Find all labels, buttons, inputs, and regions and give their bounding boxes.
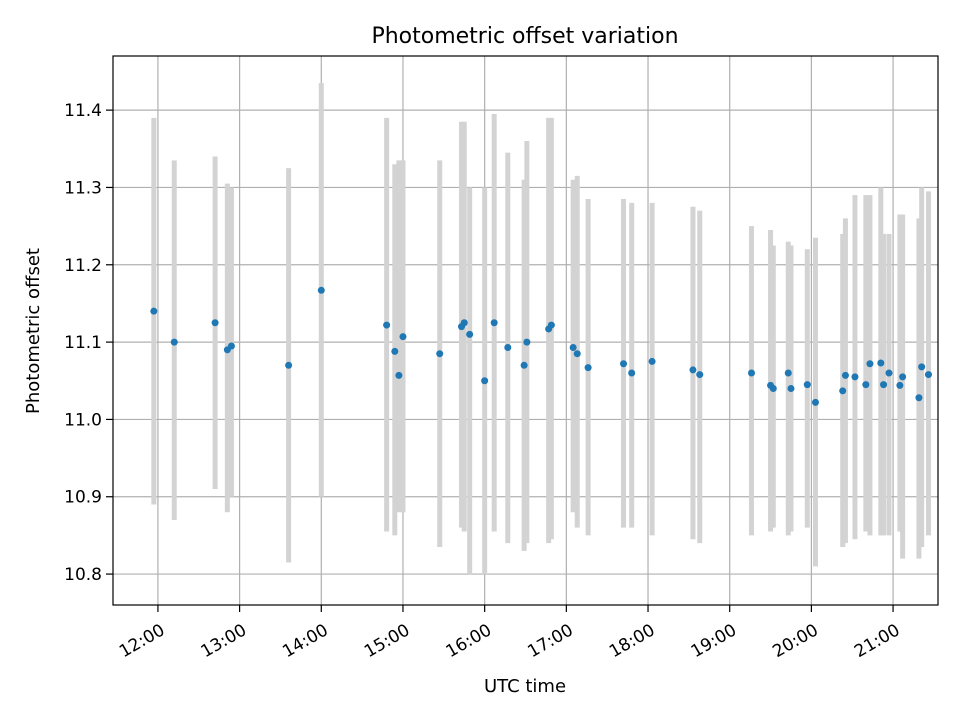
data-point xyxy=(620,360,628,368)
data-point xyxy=(317,286,325,294)
data-point xyxy=(811,398,819,406)
x-tick-label: 13:00 xyxy=(198,620,250,662)
x-axis-ticks: 12:00 13:00 14:00 15:00 16:00 17:00 18:00 19:00… xyxy=(116,605,904,662)
x-tick-label: 18:00 xyxy=(606,620,658,662)
data-point xyxy=(877,359,885,367)
x-tick-label: 17:00 xyxy=(524,620,576,662)
y-tick-label: 10.8 xyxy=(64,565,102,585)
data-point xyxy=(170,338,178,346)
data-point xyxy=(399,333,407,341)
y-tick-label: 11.0 xyxy=(64,410,102,430)
data-point xyxy=(285,361,293,369)
data-point xyxy=(628,369,636,377)
data-point xyxy=(211,319,219,327)
y-tick-label: 11.4 xyxy=(64,101,102,121)
data-point xyxy=(866,360,874,368)
data-point xyxy=(924,371,932,379)
data-point xyxy=(460,319,468,327)
data-point xyxy=(689,366,697,374)
data-point xyxy=(227,342,235,350)
data-point xyxy=(885,369,893,377)
error-bars xyxy=(151,83,931,575)
y-tick-label: 11.2 xyxy=(64,256,102,276)
data-point xyxy=(504,344,512,352)
data-point xyxy=(523,338,531,346)
data-point xyxy=(803,381,811,389)
x-tick-label: 16:00 xyxy=(443,620,495,662)
data-point xyxy=(391,347,399,355)
data-point xyxy=(839,387,847,395)
data-point xyxy=(915,394,923,402)
data-point xyxy=(787,384,795,392)
data-points xyxy=(150,286,932,406)
data-point xyxy=(573,350,581,358)
x-axis-label: UTC time xyxy=(484,676,566,697)
x-tick-label: 12:00 xyxy=(116,620,168,662)
data-point xyxy=(520,361,528,369)
data-point xyxy=(395,371,403,379)
data-point xyxy=(648,357,656,365)
data-point xyxy=(696,371,704,379)
data-point xyxy=(547,321,555,329)
y-tick-label: 10.9 xyxy=(64,488,102,508)
y-axis-ticks: 10.8 10.9 11.0 11.1 11.2 11.3 11.4 xyxy=(64,101,113,585)
data-point xyxy=(490,319,498,327)
data-point xyxy=(150,307,158,315)
x-tick-label: 19:00 xyxy=(688,620,740,662)
y-tick-label: 11.3 xyxy=(64,178,102,198)
data-point xyxy=(784,369,792,377)
y-axis-label: Photometric offset xyxy=(23,248,44,414)
data-point xyxy=(769,384,777,392)
x-tick-label: 15:00 xyxy=(361,620,413,662)
data-point xyxy=(466,330,474,338)
data-point xyxy=(918,363,926,371)
x-tick-label: 20:00 xyxy=(769,620,821,662)
data-point xyxy=(436,350,444,358)
plot-frame xyxy=(112,55,939,606)
data-point xyxy=(747,369,755,377)
data-point xyxy=(899,373,907,381)
data-point xyxy=(383,321,391,329)
data-point xyxy=(896,381,904,389)
y-tick-label: 11.1 xyxy=(64,333,102,353)
data-point xyxy=(569,344,577,352)
data-point xyxy=(851,373,859,381)
data-point xyxy=(481,377,489,385)
x-tick-label: 21:00 xyxy=(851,620,903,662)
data-point xyxy=(862,381,870,389)
chart-title: Photometric offset variation xyxy=(371,24,678,49)
data-point xyxy=(584,364,592,372)
data-point xyxy=(880,381,888,389)
x-tick-label: 14:00 xyxy=(279,620,331,662)
data-point xyxy=(841,371,849,379)
